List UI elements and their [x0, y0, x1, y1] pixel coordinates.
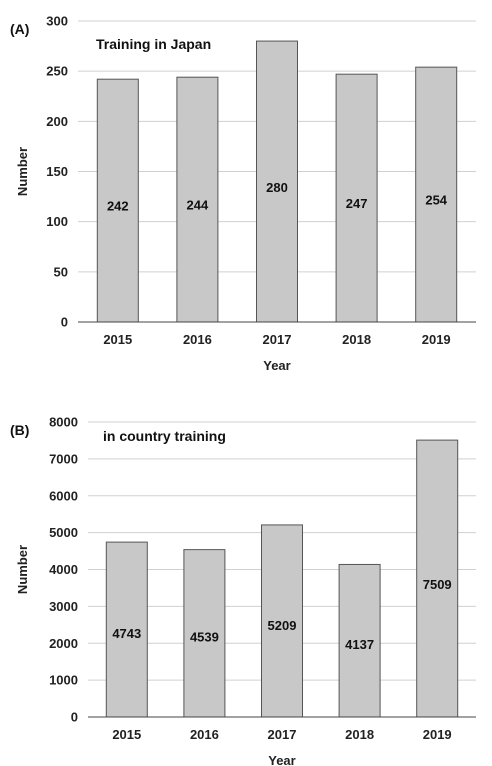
- data-label: 7509: [423, 577, 452, 592]
- y-tick-label: 3000: [49, 599, 78, 614]
- y-tick-label: 50: [54, 264, 68, 279]
- y-axis-title: Number: [15, 147, 30, 196]
- bars: [96, 40, 458, 323]
- chart-b-svg: 4743 4539 5209 4137 7509 0 1000 2000 3000 4000 50…: [10, 415, 476, 766]
- y-tick-label: 150: [46, 164, 68, 179]
- x-tick-label: 2016: [190, 727, 219, 742]
- y-tick-label: 250: [46, 64, 68, 79]
- data-label: 4137: [345, 637, 374, 652]
- x-tick-label: 2019: [422, 332, 451, 347]
- y-tick-label: 2000: [49, 636, 78, 651]
- y-tick-label: 1000: [49, 673, 78, 688]
- y-tick-label: 300: [46, 14, 68, 29]
- y-tick-label: 7000: [49, 451, 78, 466]
- chart-panel-a: 242 244 280 247 254 0 50 100 150 200 250 300 2015 2…: [10, 14, 476, 373]
- bar: [256, 40, 298, 323]
- y-axis-title: Number: [15, 545, 30, 594]
- panel-label: (A): [10, 21, 29, 37]
- bar: [183, 549, 226, 718]
- chart-title: Training in Japan: [96, 36, 211, 52]
- x-tick-labels: 2015 2016 2017 2018 2019: [103, 332, 450, 347]
- panel-label: (B): [10, 422, 29, 438]
- x-tick-label: 2016: [183, 332, 212, 347]
- bar: [261, 524, 303, 718]
- x-tick-label: 2018: [342, 332, 371, 347]
- x-tick-label: 2019: [423, 727, 452, 742]
- x-tick-labels: 2015 2016 2017 2018 2019: [112, 727, 451, 742]
- y-tick-label: 8000: [49, 415, 78, 430]
- y-tick-label: 6000: [49, 488, 78, 503]
- data-label: 280: [266, 180, 288, 195]
- y-tick-labels: 0 50 100 150 200 250 300: [46, 14, 68, 330]
- y-tick-label: 5000: [49, 525, 78, 540]
- chart-panel-b: 4743 4539 5209 4137 7509 0 1000 2000 3000 4000 50…: [0, 383, 492, 766]
- data-label: 5209: [268, 618, 297, 633]
- bar: [415, 66, 458, 323]
- x-axis-title: Year: [263, 358, 290, 373]
- data-label: 244: [187, 197, 209, 212]
- bar: [176, 76, 219, 323]
- x-tick-label: 2015: [103, 332, 132, 347]
- x-tick-label: 2017: [263, 332, 292, 347]
- bar: [338, 563, 381, 718]
- data-label: 242: [107, 198, 129, 213]
- x-tick-label: 2017: [268, 727, 297, 742]
- x-tick-label: 2015: [112, 727, 141, 742]
- y-tick-label: 100: [46, 214, 68, 229]
- bar: [416, 439, 459, 718]
- data-label: 254: [425, 193, 447, 208]
- y-tick-label: 0: [71, 710, 78, 725]
- x-axis-title: Year: [268, 753, 295, 766]
- bar: [335, 73, 378, 323]
- data-label: 247: [346, 196, 368, 211]
- data-labels: 4743 4539 5209 4137 7509: [112, 577, 451, 652]
- data-labels: 242 244 280 247 254: [107, 180, 448, 213]
- x-tick-label: 2018: [345, 727, 374, 742]
- bars: [105, 439, 459, 718]
- data-label: 4743: [112, 626, 141, 641]
- chart-title: in country training: [103, 428, 226, 444]
- y-tick-label: 4000: [49, 562, 78, 577]
- y-tick-label: 0: [61, 315, 68, 330]
- data-label: 4539: [190, 630, 219, 645]
- y-tick-labels: 0 1000 2000 3000 4000 5000 6000 7000 8000: [49, 415, 78, 725]
- y-tick-label: 200: [46, 114, 68, 129]
- bar: [105, 541, 148, 718]
